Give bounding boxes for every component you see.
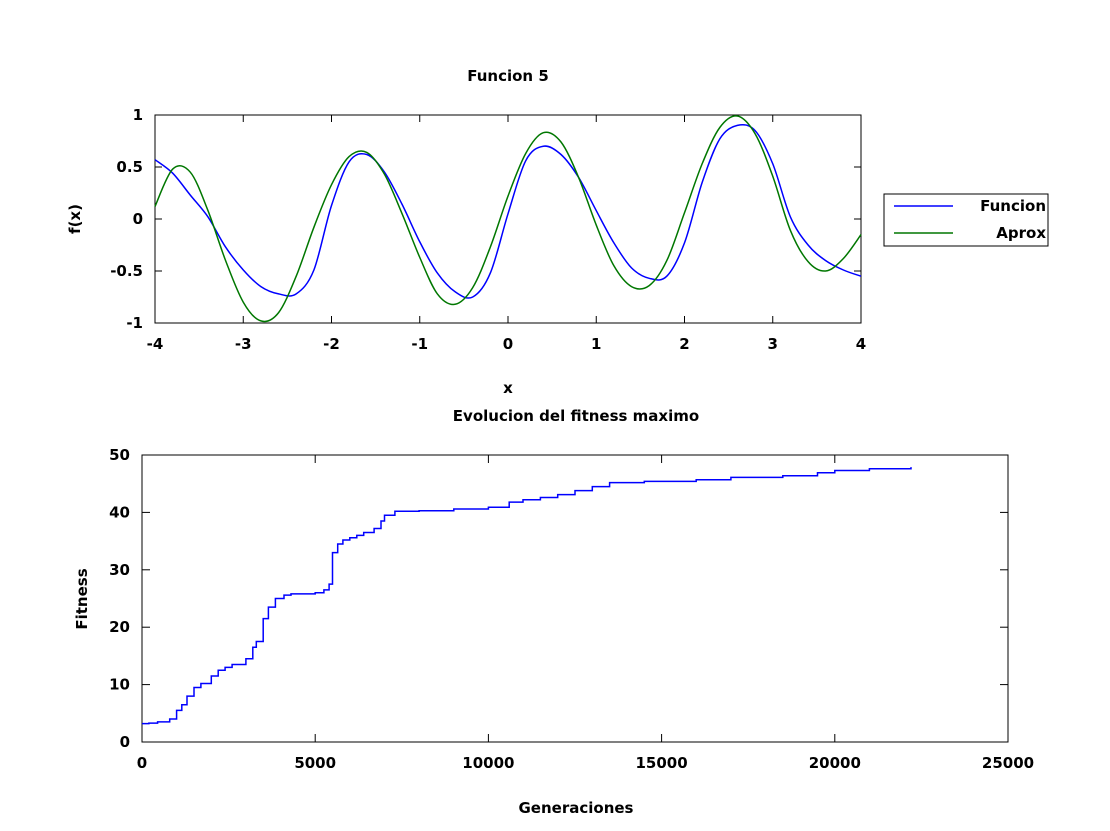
y-tick-label: -0.5 (110, 262, 143, 280)
x-tick-label: -4 (147, 335, 164, 353)
chart-funcion: Funcion 5 -4 -3 -2 -1 0 1 2 3 4 1 0.5 0 -0.5 -1 x f(… (66, 67, 1049, 397)
y-tick-label: 0 (120, 733, 130, 751)
y-tick-label: 20 (109, 618, 130, 636)
x-tick-label: -1 (411, 335, 428, 353)
y-tick-label: 10 (109, 676, 130, 694)
y-axis-label: f(x) (66, 204, 84, 234)
x-tick-label: 0 (503, 335, 513, 353)
x-tick-label: -3 (235, 335, 252, 353)
y-tick-labels: 1 0.5 0 -0.5 -1 (110, 106, 143, 332)
y-tick-label: 0 (133, 210, 143, 228)
x-tick-label: 3 (768, 335, 778, 353)
series-lines (142, 467, 912, 725)
y-axis-label: Fitness (73, 568, 91, 629)
x-tick-label: 25000 (982, 754, 1034, 772)
y-tick-label: 1 (133, 106, 143, 124)
y-tick-label: -1 (126, 314, 143, 332)
x-tick-label: 15000 (636, 754, 688, 772)
legend-box (883, 193, 1049, 247)
series-line (142, 467, 912, 725)
x-tick-label: 4 (856, 335, 866, 353)
plot-frame (141, 454, 1009, 743)
y-tick-label: 0.5 (116, 158, 143, 176)
x-tick-label: 0 (137, 754, 147, 772)
y-tick-label: 30 (109, 561, 130, 579)
chart-title: Evolucion del fitness maximo (453, 407, 699, 425)
x-tick-label: -2 (323, 335, 340, 353)
x-tick-label: 1 (591, 335, 601, 353)
x-tick-labels: 0 5000 10000 15000 20000 25000 (137, 754, 1034, 772)
x-tick-label: 20000 (809, 754, 861, 772)
x-axis-label: x (503, 379, 513, 397)
x-tick-labels: -4 -3 -2 -1 0 1 2 3 4 (147, 335, 867, 353)
y-tick-label: 50 (109, 446, 130, 464)
x-tick-label: 5000 (294, 754, 336, 772)
y-tick-label: 40 (109, 503, 130, 521)
legend: Funcion Aprox (883, 193, 1049, 247)
legend-label-funcion: Funcion (980, 197, 1046, 215)
tick-marks (154, 114, 862, 324)
series-line-funcion (154, 123, 862, 299)
x-axis-label: Generaciones (519, 799, 634, 817)
y-tick-labels: 50 40 30 20 10 0 (109, 446, 130, 751)
chart-fitness: Evolucion del fitness maximo 0 5000 10000 1… (73, 407, 1034, 817)
tick-marks (141, 454, 1009, 743)
series-line-aprox (154, 115, 862, 323)
legend-label-aprox: Aprox (996, 224, 1046, 242)
chart-title: Funcion 5 (467, 67, 549, 85)
series-lines (154, 115, 862, 323)
x-tick-label: 2 (679, 335, 689, 353)
x-tick-label: 10000 (462, 754, 514, 772)
plot-frame (154, 114, 862, 324)
